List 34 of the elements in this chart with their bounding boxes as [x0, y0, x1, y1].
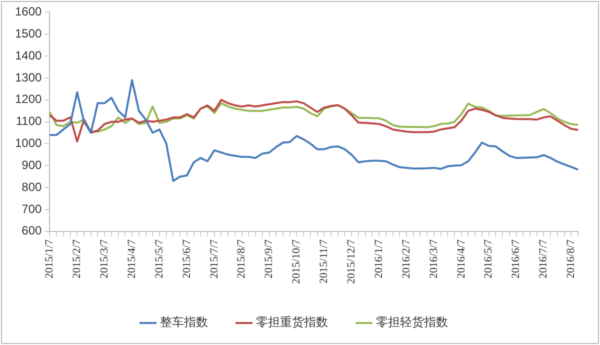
legend-label: 零担轻货指数 — [376, 315, 448, 330]
x-tick-label: 2016/3/7 — [428, 238, 440, 279]
y-tick-label: 900 — [22, 158, 42, 172]
x-tick-label: 2015/12/7 — [345, 238, 358, 284]
x-tick-label: 2016/2/7 — [400, 238, 412, 279]
x-tick-label: 2015/1/7 — [44, 238, 56, 279]
x-tick-label: 2015/3/7 — [98, 238, 110, 279]
x-tick-label: 2015/6/7 — [180, 238, 193, 279]
x-tick-label: 2015/2/7 — [71, 238, 84, 279]
x-tick-label: 2015/10/7 — [290, 238, 303, 284]
y-tick-label: 1100 — [16, 114, 42, 128]
x-tick-label: 2016/4/7 — [455, 238, 468, 279]
y-tick-label: 1300 — [14, 70, 42, 84]
x-tick-label: 2015/11/7 — [318, 238, 330, 284]
x-tick-label: 2015/7/7 — [208, 238, 220, 279]
x-tick-label: 2016/8/7 — [565, 238, 578, 279]
x-tick-label: 2015/9/7 — [263, 238, 276, 279]
y-tick-label: 1200 — [14, 92, 42, 106]
y-tick-label: 1600 — [14, 4, 42, 19]
x-tick-label: 2015/8/7 — [236, 238, 248, 279]
y-tick-label: 600 — [22, 224, 42, 238]
y-tick-label: 700 — [22, 202, 42, 216]
legend-label: 零担重货指数 — [256, 315, 328, 330]
y-tick-label: 800 — [22, 180, 42, 194]
x-tick-label: 2016/7/7 — [538, 238, 550, 279]
y-tick-label: 1000 — [14, 136, 42, 150]
x-tick-label: 2015/4/7 — [126, 238, 138, 279]
x-tick-label: 2016/6/7 — [510, 238, 522, 279]
y-tick-label: 1500 — [14, 26, 42, 40]
legend-label: 整车指数 — [160, 315, 208, 330]
y-tick-label: 1400 — [14, 48, 42, 62]
x-tick-label: 2016/5/7 — [482, 238, 495, 279]
x-tick-label: 2016/1/7 — [372, 238, 385, 279]
x-tick-label: 2015/5/7 — [153, 238, 166, 279]
